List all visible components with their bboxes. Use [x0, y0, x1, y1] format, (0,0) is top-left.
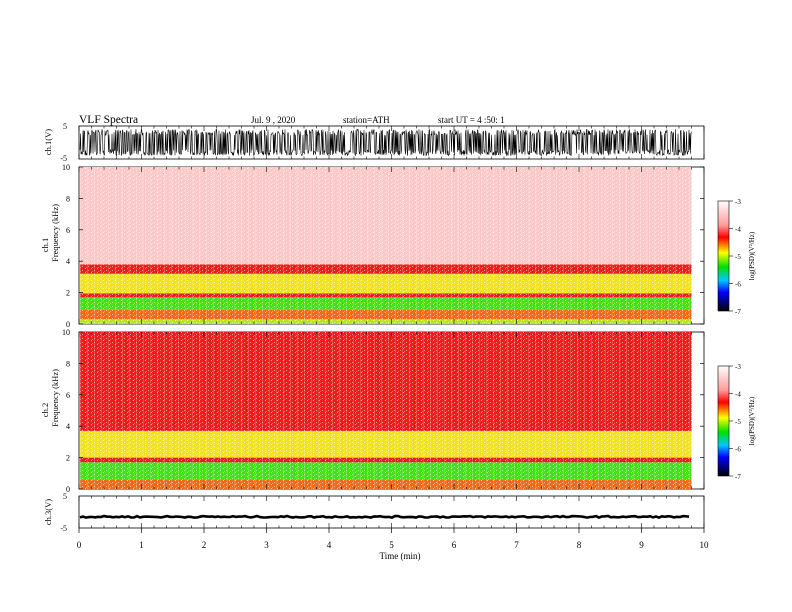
- time-tick-label: 9: [639, 540, 644, 550]
- spectrogram-streaks: [80, 332, 692, 489]
- ch3-waveform-ylabel: ch.3(V): [43, 499, 53, 525]
- freq-tick-label: 6: [66, 226, 70, 235]
- ch3-waveform-line: [79, 514, 690, 520]
- colorbar-tick-label: -3: [735, 363, 741, 371]
- ch2-spectrogram-panel: ch.2 Frequency (kHz) 0 2 4 6 8 10: [40, 328, 705, 494]
- freq-tick-label: 6: [66, 391, 70, 400]
- colorbar-tick-label: -5: [735, 418, 741, 426]
- time-axis-label: Time (min): [380, 551, 421, 561]
- ch1-waveform-ylabel: ch.1(V): [43, 129, 53, 155]
- ch2-frequency-ylabel: Frequency (kHz): [50, 369, 60, 427]
- freq-tick-label: 10: [62, 163, 70, 172]
- ch1-spectrogram-panel: ch.1 Frequency (kHz) 0 2 4 6 8 10: [40, 163, 705, 329]
- spectrogram-streaks: [80, 167, 692, 324]
- colorbar-tick-label: -5: [735, 253, 741, 261]
- date-label: Jul. 9 , 2020: [251, 115, 296, 125]
- time-tick-label: 7: [514, 540, 519, 550]
- ch1-frequency-ylabel: Frequency (kHz): [50, 204, 60, 262]
- freq-tick-label: 0: [66, 485, 70, 494]
- time-tick-label: 5: [389, 540, 394, 550]
- ch3-ytick-top: 5: [63, 492, 67, 501]
- freq-tick-label: 10: [62, 328, 70, 337]
- time-tick-label: 10: [700, 540, 710, 550]
- ch2-channel-label: ch.2: [40, 403, 50, 417]
- ch1-colorbar-scale: [717, 200, 730, 312]
- time-tick-label: 2: [202, 540, 207, 550]
- ch1-waveform-panel: 5 -5 ch.1(V): [43, 122, 705, 163]
- freq-tick-label: 8: [66, 194, 70, 203]
- ch1-ytick-bottom: -5: [60, 154, 67, 163]
- station-label: station=ATH: [343, 115, 390, 125]
- colorbar-tick-label: -7: [735, 308, 741, 316]
- colorbar-tick-label: -6: [735, 446, 741, 454]
- colorbar-tick-label: -4: [735, 391, 741, 399]
- ch2-spectrogram-bands: [80, 332, 692, 489]
- colorbar-tick-label: -3: [735, 198, 741, 206]
- colorbar-tick-label: -4: [735, 226, 741, 234]
- ch1-ytick-top: 5: [63, 122, 67, 131]
- time-tick-label: 1: [139, 540, 144, 550]
- ch2-colorbar: -3 -4 -5 -6 -7 log(PSD)(V²/Hz): [717, 363, 756, 481]
- freq-tick-label: 2: [66, 289, 70, 298]
- freq-tick-label: 0: [66, 320, 70, 329]
- ch1-colorbar: -3 -4 -5 -6 -7 log(PSD)(V²/Hz): [717, 198, 756, 316]
- ch2-colorbar-scale: [717, 365, 730, 477]
- time-axis: 0 1 2 3 4 5 6 7 8 9 10: [77, 528, 709, 550]
- ch1-channel-label: ch.1: [40, 238, 50, 252]
- ch1-waveform-line: [79, 128, 692, 157]
- ch1-spectrogram-bands: [80, 167, 692, 324]
- time-tick-label: 8: [577, 540, 582, 550]
- freq-tick-label: 4: [66, 257, 70, 266]
- ch2-colorbar-label: log(PSD)(V²/Hz): [748, 396, 756, 445]
- time-tick-label: 4: [327, 540, 332, 550]
- colorbar-tick-label: -7: [735, 473, 741, 481]
- time-tick-label: 6: [452, 540, 457, 550]
- freq-tick-label: 2: [66, 454, 70, 463]
- ch3-waveform-panel: 5 -5 ch.3(V): [43, 492, 705, 533]
- ch1-colorbar-label: log(PSD)(V²/Hz): [748, 231, 756, 280]
- figure-title: VLF Spectra: [79, 114, 138, 126]
- colorbar-tick-label: -6: [735, 281, 741, 289]
- freq-tick-label: 8: [66, 359, 70, 368]
- start-time-label: start UT = 4 :50: 1: [438, 115, 505, 125]
- ch3-ytick-bottom: -5: [60, 524, 67, 533]
- time-tick-label: 0: [77, 540, 82, 550]
- freq-tick-label: 4: [66, 422, 70, 431]
- time-tick-label: 3: [264, 540, 269, 550]
